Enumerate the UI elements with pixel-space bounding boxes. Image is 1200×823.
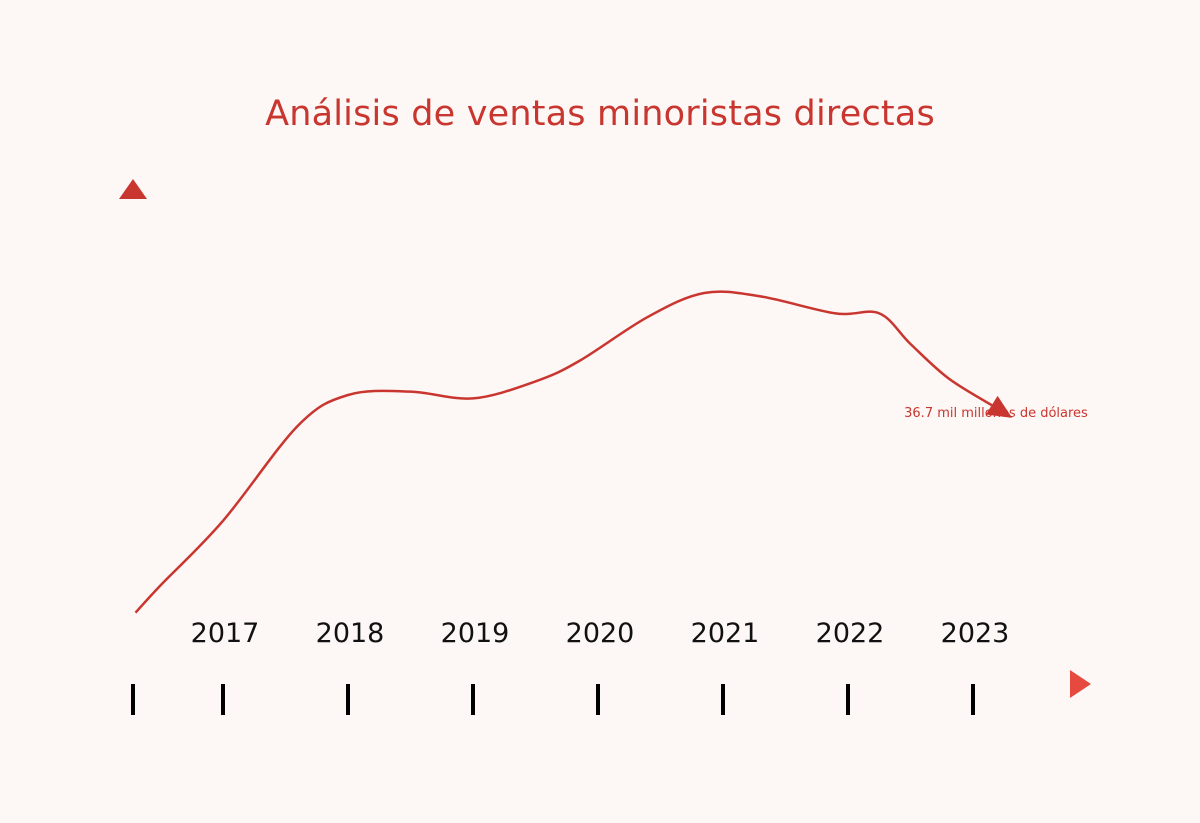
x-tick-label-2022: 2022 (816, 618, 885, 649)
data-line-end-arrowhead (985, 395, 1013, 418)
x-axis-arrowhead (1070, 670, 1091, 698)
y-axis-arrowhead (119, 179, 147, 199)
x-tick-label-2017: 2017 (191, 618, 260, 649)
chart-title: Análisis de ventas minoristas directas (265, 94, 935, 134)
x-axis-ticks (131, 684, 975, 715)
data-line (134, 290, 993, 614)
x-tick-label-2018: 2018 (316, 618, 385, 649)
x-tick-label-2021: 2021 (691, 618, 760, 649)
x-tick-label-2019: 2019 (441, 618, 510, 649)
x-tick-label-2023: 2023 (941, 618, 1010, 649)
x-axis-tick-labels: 2017 2018 2019 2020 2021 2022 2023 (191, 618, 1010, 649)
x-tick-label-2020: 2020 (566, 618, 635, 649)
end-value-annotation: 36.7 mil millones de dólares (904, 406, 1088, 421)
